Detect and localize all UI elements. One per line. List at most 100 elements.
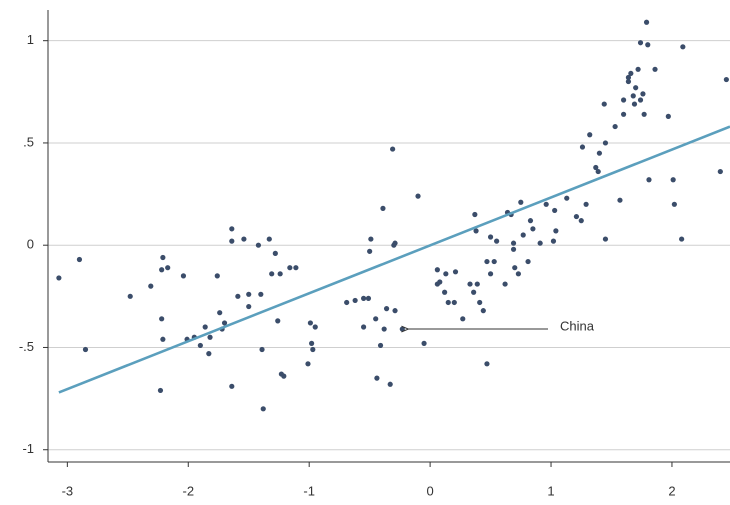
- point: [399, 326, 405, 332]
- point: [480, 308, 486, 314]
- point: [180, 273, 187, 279]
- point: [564, 195, 570, 201]
- point: [553, 228, 559, 234]
- point: [471, 289, 477, 295]
- point: [390, 146, 396, 152]
- point: [367, 248, 373, 254]
- point: [652, 66, 658, 72]
- point: [258, 291, 264, 297]
- point: [484, 361, 490, 367]
- point: [602, 140, 609, 146]
- point: [460, 316, 466, 322]
- point: [487, 271, 494, 277]
- point: [451, 299, 457, 306]
- point: [527, 218, 534, 224]
- point: [671, 201, 677, 207]
- point: [620, 97, 627, 103]
- point: [202, 324, 208, 330]
- point: [159, 267, 165, 273]
- point: [277, 271, 283, 277]
- point: [679, 236, 685, 242]
- point: [552, 207, 558, 214]
- point: [229, 226, 235, 232]
- point: [625, 78, 632, 85]
- y-tick-label: 1: [27, 32, 34, 47]
- point: [579, 144, 586, 150]
- point: [550, 238, 557, 244]
- point: [491, 258, 497, 265]
- point: [472, 211, 478, 218]
- point: [229, 238, 235, 244]
- point: [437, 279, 443, 285]
- point: [646, 177, 652, 183]
- point: [537, 240, 543, 246]
- point: [520, 232, 526, 238]
- point: [266, 236, 272, 242]
- point: [515, 271, 521, 277]
- point: [272, 250, 278, 256]
- point: [377, 342, 384, 349]
- point: [415, 193, 421, 199]
- annotation-label: China: [560, 318, 595, 333]
- point: [601, 101, 607, 107]
- point: [281, 373, 287, 379]
- point: [229, 383, 235, 389]
- point: [312, 324, 318, 330]
- point: [631, 101, 638, 107]
- point: [641, 111, 647, 117]
- point: [241, 236, 247, 242]
- point: [381, 326, 387, 332]
- point: [473, 228, 479, 234]
- point: [374, 375, 380, 381]
- point: [518, 199, 524, 205]
- y-tick-label: -.5: [19, 339, 34, 354]
- point: [255, 242, 262, 248]
- x-tick-label: 1: [547, 483, 554, 498]
- point: [160, 254, 166, 261]
- point: [633, 85, 639, 91]
- point: [293, 265, 299, 271]
- point: [269, 271, 275, 277]
- point: [217, 310, 223, 316]
- point: [373, 316, 379, 322]
- point: [625, 74, 632, 81]
- point: [510, 240, 517, 246]
- point: [392, 308, 398, 314]
- point: [452, 269, 459, 275]
- point: [587, 132, 593, 138]
- point: [392, 240, 398, 246]
- point: [583, 201, 589, 207]
- point: [260, 406, 266, 412]
- point: [680, 44, 686, 50]
- point: [206, 351, 212, 357]
- point: [246, 303, 252, 310]
- point: [643, 19, 650, 25]
- x-tick-label: 2: [668, 483, 675, 498]
- point: [259, 346, 265, 353]
- fit-line: [58, 125, 730, 394]
- point: [383, 306, 390, 312]
- point: [477, 299, 483, 306]
- point: [474, 281, 480, 287]
- x-tick-label: -2: [182, 483, 194, 498]
- point: [159, 316, 165, 322]
- point: [723, 76, 729, 83]
- x-tick-label: -3: [62, 483, 74, 498]
- y-tick-label: -1: [22, 441, 34, 456]
- point: [287, 265, 293, 271]
- point: [421, 340, 427, 346]
- point: [525, 258, 531, 265]
- point: [665, 113, 671, 119]
- point: [387, 381, 393, 387]
- point: [487, 234, 494, 240]
- point: [543, 201, 549, 207]
- point: [637, 97, 644, 103]
- point: [365, 295, 372, 301]
- point: [127, 293, 133, 299]
- point: [275, 318, 281, 324]
- point: [368, 236, 374, 242]
- x-tick-label: 0: [426, 483, 433, 498]
- point: [620, 111, 627, 117]
- point: [361, 295, 367, 301]
